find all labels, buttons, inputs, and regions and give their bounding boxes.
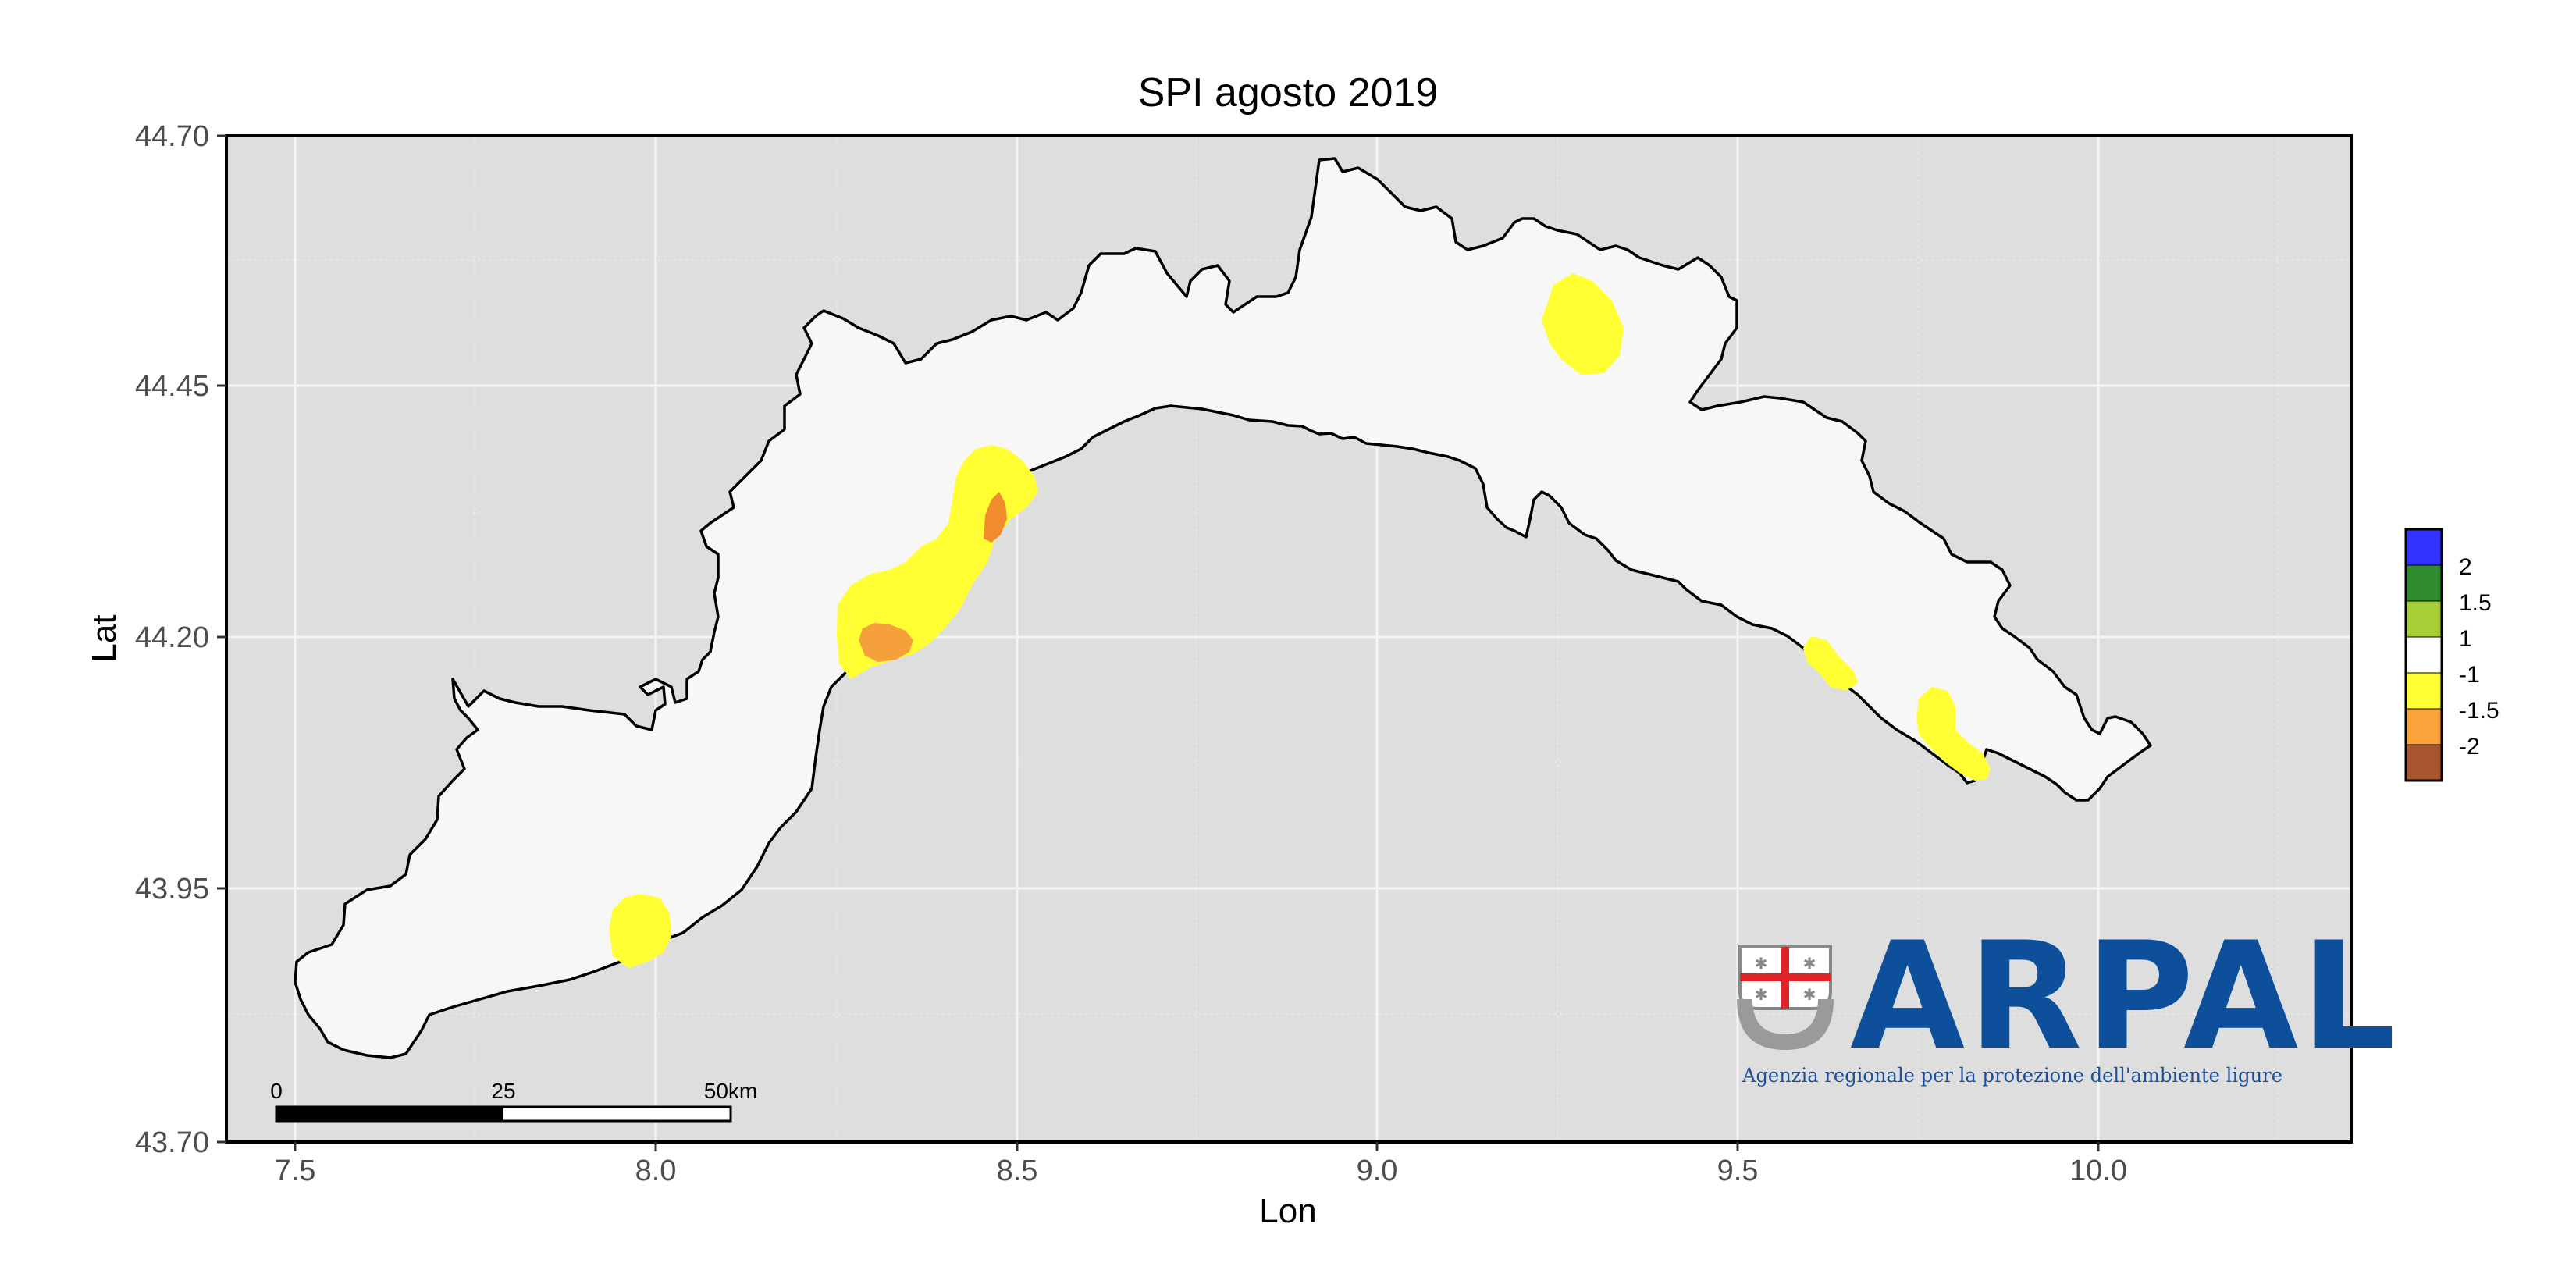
map-title: SPI agosto 2019 — [1138, 70, 1439, 116]
scale-label-start: 0 — [270, 1079, 283, 1103]
arpal-logo: ✱ ✱ ✱ ✱ ARPAL Agenzia regionale per la p… — [1737, 910, 2399, 1087]
legend: 2 1.5 1 -1 -1.5 -2 — [2404, 528, 2500, 782]
svg-text:✱: ✱ — [1803, 985, 1816, 1004]
x-tick-label: 9.0 — [1357, 1155, 1398, 1187]
legend-label: 1.5 — [2459, 590, 2492, 616]
scale-bar-segment — [276, 1107, 503, 1121]
spi-dry-patch-cinque-terre — [1803, 636, 1858, 691]
spi-dry-patch-la-spezia — [1916, 687, 1991, 781]
spi-anomaly-patches — [609, 273, 1991, 968]
legend-label: -1 — [2459, 662, 2480, 688]
spi-dry-patch-apennines — [1542, 273, 1624, 375]
spi-dry-patch-imperia — [609, 894, 671, 968]
liguria-region — [294, 157, 2152, 1059]
y-axis-ticks — [217, 134, 226, 1144]
y-tick-label: 44.45 — [135, 370, 209, 403]
x-axis-title: Lon — [1259, 1192, 1316, 1230]
x-axis-tick-labels: 7.5 8.0 8.5 9.0 9.5 10.0 — [275, 1155, 2127, 1187]
spi-very-dry-patch-genoa-west — [984, 492, 1007, 543]
y-tick-label: 44.20 — [135, 621, 209, 654]
legend-swatch — [2405, 744, 2443, 781]
arpal-tagline: Agenzia regionale per la protezione dell… — [1742, 1064, 2282, 1087]
x-tick-label: 10.0 — [2069, 1155, 2127, 1187]
legend-label: -1.5 — [2459, 698, 2500, 724]
legend-label: -2 — [2459, 734, 2480, 760]
arpal-wordmark: ARPAL — [1850, 910, 2399, 1083]
svg-text:✱: ✱ — [1755, 954, 1768, 973]
spi-very-dry-patch-savona — [859, 623, 913, 662]
legend-swatch — [2405, 708, 2443, 745]
y-tick-label: 43.70 — [135, 1126, 209, 1159]
x-tick-label: 9.5 — [1717, 1155, 1759, 1187]
legend-label: 2 — [2459, 554, 2472, 580]
x-tick-label: 7.5 — [275, 1155, 316, 1187]
y-tick-label: 44.70 — [135, 120, 209, 153]
legend-swatch — [2405, 636, 2443, 674]
legend-swatch — [2405, 564, 2443, 602]
svg-text:✱: ✱ — [1803, 954, 1816, 973]
y-axis-tick-labels: 43.70 43.95 44.20 44.45 44.70 — [135, 120, 209, 1159]
scale-label-end: 50km — [704, 1079, 757, 1103]
legend-frame — [2404, 528, 2443, 782]
map-panel-border — [225, 134, 2353, 1144]
scale-label-mid: 25 — [491, 1079, 515, 1103]
spi-dry-patch-savona — [837, 445, 1038, 679]
legend-swatch — [2405, 528, 2443, 566]
svg-text:✱: ✱ — [1755, 985, 1768, 1004]
x-tick-label: 8.0 — [635, 1155, 677, 1187]
y-axis-title: Lat — [85, 614, 123, 662]
legend-swatch — [2405, 672, 2443, 710]
scale-bar: 0 25 50km — [270, 1079, 757, 1123]
x-axis-ticks — [294, 1142, 2100, 1151]
liguria-coat-of-arms-icon: ✱ ✱ ✱ ✱ — [1737, 945, 1834, 1050]
legend-label: 1 — [2459, 626, 2472, 652]
legend-swatch — [2405, 600, 2443, 638]
x-tick-label: 8.5 — [997, 1155, 1038, 1187]
y-tick-label: 43.95 — [135, 873, 209, 906]
